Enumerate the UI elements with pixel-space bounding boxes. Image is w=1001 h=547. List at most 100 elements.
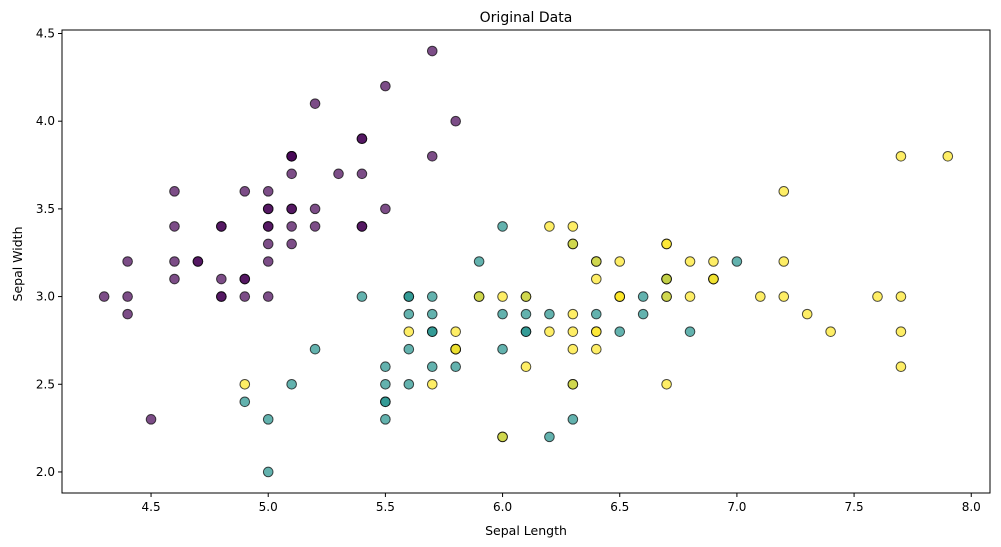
scatter-point: [426, 326, 438, 337]
scatter-point: [403, 326, 415, 337]
scatter-point: [426, 361, 438, 373]
scatter-point: [356, 291, 368, 302]
scatter-point: [239, 273, 251, 285]
scatter-point: [403, 378, 415, 390]
scatter-point: [216, 273, 227, 285]
scatter-point: [122, 291, 133, 302]
scatter-point: [497, 343, 508, 355]
scatter-point: [169, 221, 180, 232]
x-tick-label: 7.0: [727, 500, 746, 514]
scatter-point: [262, 414, 274, 425]
plot-frame: [61, 29, 991, 494]
scatter-point: [262, 291, 274, 302]
y-axis: 2.0 2.5 3.0 3.5 4.0 4.5: [36, 27, 62, 479]
scatter-point: [544, 431, 555, 443]
scatter-point: [216, 291, 227, 302]
scatter-point: [356, 133, 368, 145]
scatter-point: [426, 378, 438, 390]
scatter-point: [239, 378, 251, 390]
scatter-point: [380, 203, 391, 215]
scatter-point: [520, 361, 532, 373]
scatter-point: [684, 326, 696, 337]
scatter-point: [473, 256, 485, 267]
scatter-point: [286, 238, 297, 250]
scatter-point: [145, 414, 157, 425]
scatter-point: [380, 396, 391, 408]
y-tick-label: 2.0: [36, 465, 55, 479]
scatter-point: [286, 150, 297, 162]
x-tick-label: 5.0: [259, 500, 278, 514]
x-tick-label: 6.5: [610, 500, 629, 514]
scatter-point: [262, 256, 274, 267]
scatter-point: [731, 256, 743, 267]
scatter-point: [614, 256, 626, 267]
scatter-point: [942, 150, 954, 162]
scatter-point: [755, 291, 766, 302]
scatter-point: [450, 361, 461, 373]
scatter-point: [262, 466, 274, 478]
scatter-point: [895, 361, 907, 373]
x-tick-label: 6.0: [493, 500, 512, 514]
scatter-point: [356, 168, 368, 180]
scatter-point: [403, 291, 415, 302]
scatter-point: [450, 115, 461, 127]
scatter-point: [637, 308, 649, 320]
x-tick-label: 5.5: [376, 500, 395, 514]
y-tick-label: 2.5: [36, 377, 55, 391]
scatter-point: [591, 273, 602, 285]
scatter-point: [262, 221, 274, 232]
scatter-point: [426, 150, 438, 162]
scatter-point: [309, 98, 321, 109]
x-tick-label: 8.0: [962, 500, 981, 514]
scatter-point: [778, 186, 790, 197]
scatter-point: [661, 273, 672, 285]
scatter-point: [309, 203, 321, 215]
scatter-point: [614, 291, 626, 302]
scatter-point: [356, 221, 368, 232]
y-tick-label: 3.0: [36, 290, 55, 304]
scatter-point: [450, 326, 461, 337]
x-tick-label: 7.5: [845, 500, 864, 514]
scatter-point: [544, 221, 555, 232]
scatter-point: [520, 326, 532, 337]
scatter-point: [497, 221, 508, 232]
scatter-point: [380, 361, 391, 373]
y-tick-label: 4.0: [36, 114, 55, 128]
scatter-point: [544, 326, 555, 337]
series-2-points: [239, 150, 954, 443]
scatter-point: [380, 414, 391, 425]
chart-title: Original Data: [480, 10, 573, 26]
scatter-point: [591, 256, 602, 267]
scatter-point: [192, 256, 204, 267]
scatter-point: [567, 378, 579, 390]
scatter-point: [661, 238, 672, 250]
scatter-point: [380, 80, 391, 92]
y-tick-label: 4.5: [36, 27, 55, 41]
scatter-point: [426, 45, 438, 57]
scatter-point: [895, 150, 907, 162]
scatter-point: [426, 308, 438, 320]
scatter-point: [239, 396, 251, 408]
scatter-point: [98, 291, 110, 302]
scatter-point: [637, 291, 649, 302]
scatter-point: [661, 378, 672, 390]
x-axis-label: Sepal Length: [485, 523, 567, 538]
scatter-point: [169, 186, 180, 197]
scatter-point: [520, 308, 532, 320]
scatter-point: [122, 256, 133, 267]
series-0-points: [98, 45, 461, 425]
scatter-point: [309, 221, 321, 232]
scatter-point: [567, 326, 579, 337]
scatter-point: [262, 186, 274, 197]
scatter-point: [567, 238, 579, 250]
scatter-point: [778, 256, 790, 267]
scatter-point: [239, 186, 251, 197]
scatter-point: [169, 273, 180, 285]
data-points: [98, 45, 954, 478]
scatter-point: [567, 221, 579, 232]
scatter-point: [286, 221, 297, 232]
scatter-point: [684, 256, 696, 267]
scatter-point: [473, 291, 485, 302]
scatter-point: [895, 291, 907, 302]
